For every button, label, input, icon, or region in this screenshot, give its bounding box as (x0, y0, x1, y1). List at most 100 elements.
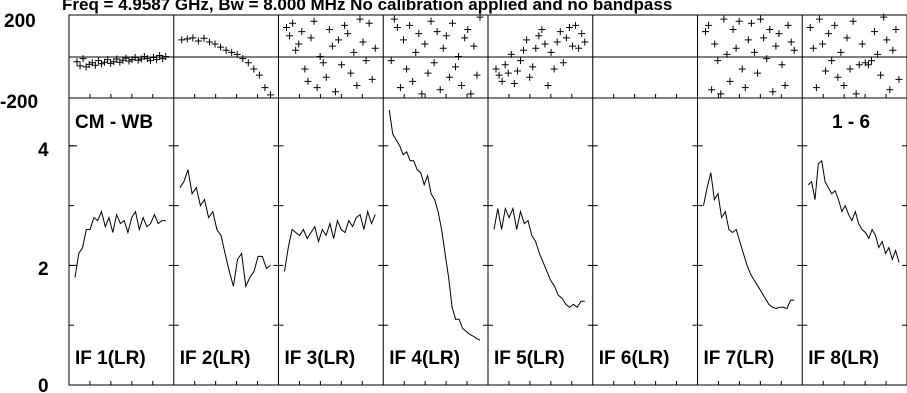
phase-point (825, 30, 833, 38)
amp-series-line (284, 209, 376, 272)
phase-point (445, 73, 453, 81)
phase-point (550, 65, 558, 73)
phase-point (473, 71, 481, 79)
phase-point (714, 57, 722, 65)
phase-point (769, 88, 777, 96)
phase-point (532, 44, 540, 52)
phase-point (365, 19, 373, 27)
phase-point (467, 90, 475, 98)
amp-tick-label-2: 2 (38, 259, 49, 280)
phase-point (362, 57, 370, 65)
phase-point (344, 30, 352, 38)
phase-point (501, 61, 509, 69)
phase-point (439, 44, 447, 52)
phase-point (726, 77, 734, 85)
phase-point (738, 65, 746, 73)
phase-point (217, 43, 225, 51)
phase-point (818, 40, 826, 48)
phase-point (153, 56, 161, 64)
amp-tick-label-4: 4 (38, 140, 49, 161)
phase-point (359, 38, 367, 46)
phase-point (575, 44, 583, 52)
phase-point (526, 73, 534, 81)
phase-point (347, 69, 355, 77)
phase-point (705, 21, 713, 29)
chart-title: Freq = 4.9587 GHz, Bw = 8.000 MHz No cal… (62, 0, 672, 14)
phase-point (205, 38, 213, 46)
phase-point (156, 51, 164, 59)
phase-point (353, 82, 361, 90)
antenna-pair-label: 1 - 6 (832, 112, 870, 133)
phase-point (723, 50, 731, 58)
amp-series-line (703, 172, 795, 310)
phase-point (304, 77, 312, 85)
panel-label: IF 4(LR) (389, 348, 460, 369)
phase-point (189, 34, 197, 42)
phase-point (849, 17, 857, 25)
phase-point (735, 17, 743, 25)
phase-point (510, 79, 518, 87)
phase-point (178, 36, 186, 44)
phase-point (292, 46, 300, 54)
phase-point (541, 40, 549, 48)
phase-point (750, 48, 758, 56)
phase-point (233, 50, 241, 58)
phase-point (452, 63, 460, 71)
phase-point (228, 48, 236, 56)
phase-point (211, 40, 219, 48)
phase-point (421, 40, 429, 48)
phase-point (729, 26, 737, 34)
phase-point (708, 86, 716, 94)
phase-point (350, 48, 358, 56)
phase-point (495, 71, 503, 79)
phase-point (399, 36, 407, 44)
phase-point (261, 84, 269, 92)
phase-point (732, 44, 740, 52)
phase-point (104, 56, 112, 64)
phase-point (858, 40, 866, 48)
phase-point (747, 19, 755, 27)
amp-series-line (388, 109, 481, 341)
phase-point (79, 55, 87, 63)
phase-point (331, 88, 339, 96)
phase-point (356, 15, 364, 23)
phase-point (741, 84, 749, 92)
phase-point (222, 46, 230, 54)
phase-point (461, 34, 469, 42)
phase-point (766, 26, 774, 34)
phase-point (289, 19, 297, 27)
phase-point (122, 54, 130, 62)
phase-point (498, 77, 506, 85)
phase-point (267, 91, 274, 99)
panels-layer: IF 1(LR) IF 2(LR) IF 3(LR) IF 4(LR) IF 5(LR)… (68, 13, 907, 386)
phase-point (717, 90, 725, 98)
phase-point (837, 48, 845, 56)
phase-point (113, 55, 121, 63)
phase-point (418, 90, 426, 98)
phase-point (76, 62, 84, 70)
phase-point (250, 65, 258, 73)
phase-point (559, 59, 567, 67)
phase-point (529, 63, 537, 71)
phase-point (763, 55, 771, 63)
phase-point (239, 55, 247, 63)
phase-point (371, 44, 379, 52)
phase-point (852, 90, 860, 98)
phase-point (125, 57, 133, 65)
phase-point (711, 40, 719, 48)
phase-point (504, 69, 512, 77)
phase-point (448, 19, 456, 27)
phase-point (790, 46, 798, 54)
phase-point (310, 17, 318, 25)
phase-point (390, 15, 398, 23)
panel-label: IF 5(LR) (494, 348, 565, 369)
phase-point (523, 36, 531, 44)
phase-point (313, 84, 321, 92)
phase-point (325, 26, 333, 34)
phase-point (812, 84, 820, 92)
phase-point (880, 13, 888, 21)
phase-point (470, 42, 478, 50)
phase-point (286, 32, 294, 40)
phase-point (871, 28, 879, 36)
phase-point (883, 36, 891, 44)
